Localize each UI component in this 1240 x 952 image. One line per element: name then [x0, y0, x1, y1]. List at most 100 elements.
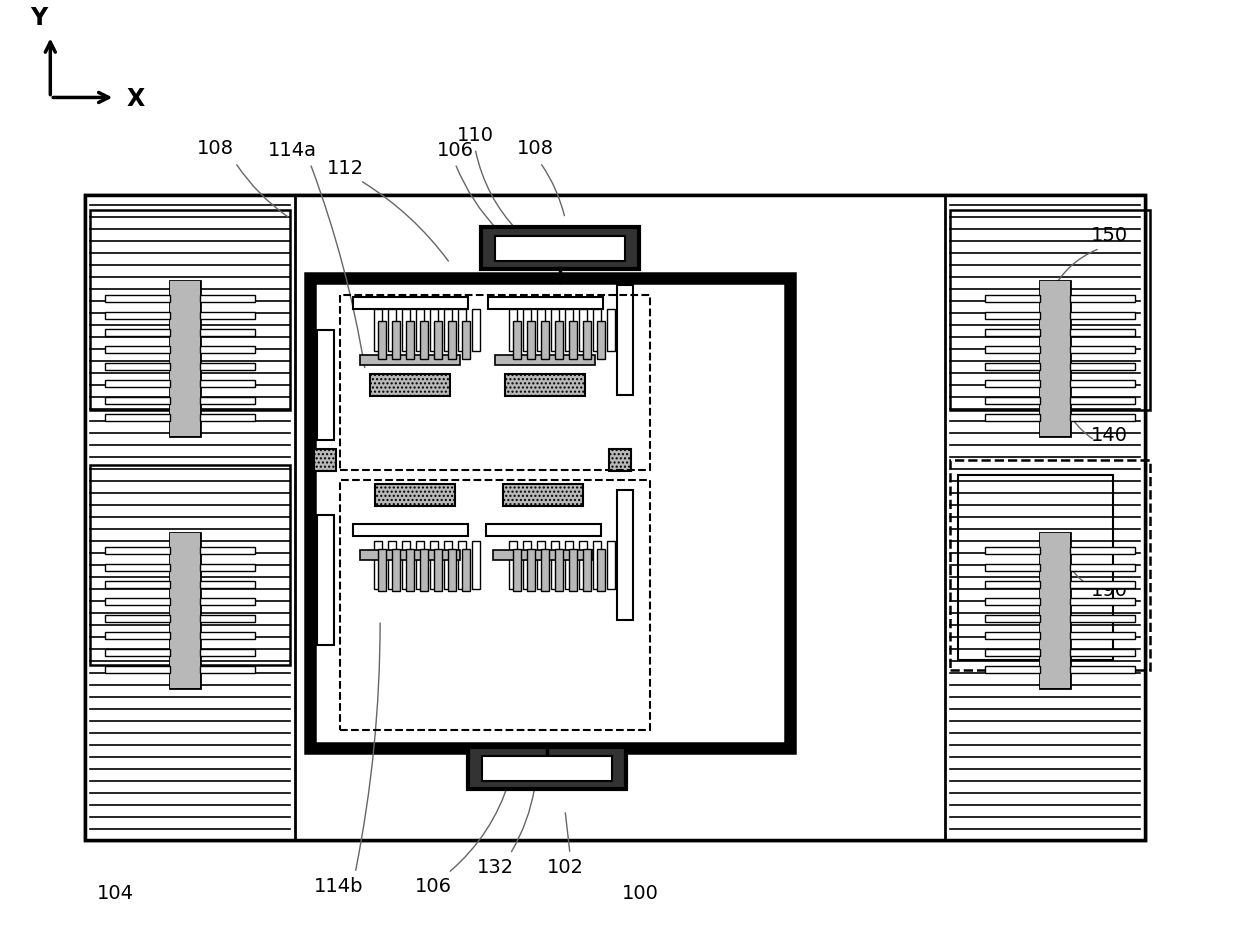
Bar — [527, 549, 534, 591]
Bar — [417, 542, 424, 589]
Bar — [957, 475, 1112, 660]
Bar — [1070, 397, 1135, 405]
Bar — [985, 565, 1040, 571]
Bar — [596, 322, 605, 359]
Bar — [616, 490, 634, 620]
Text: 132: 132 — [476, 858, 513, 877]
Bar — [482, 756, 613, 781]
Bar — [583, 549, 591, 591]
Text: 140: 140 — [1091, 426, 1128, 445]
Bar — [430, 309, 438, 351]
Bar — [388, 542, 396, 589]
Bar — [463, 322, 470, 359]
Bar — [105, 414, 170, 422]
Bar — [374, 542, 382, 589]
Text: 108: 108 — [197, 139, 233, 158]
Bar — [985, 615, 1040, 623]
Bar — [1070, 598, 1135, 605]
Bar — [1070, 615, 1135, 623]
Bar — [579, 309, 587, 351]
Bar — [565, 309, 573, 351]
Bar — [1070, 565, 1135, 571]
Bar — [370, 374, 450, 396]
Bar — [200, 364, 255, 370]
Bar — [1070, 380, 1135, 387]
Bar — [200, 615, 255, 623]
Bar — [392, 549, 401, 591]
Bar — [1070, 329, 1135, 336]
Bar — [376, 485, 455, 506]
Bar — [569, 322, 577, 359]
Bar — [513, 322, 521, 359]
Text: 106: 106 — [436, 141, 474, 160]
Bar — [616, 286, 634, 395]
Bar — [985, 547, 1040, 554]
Bar — [472, 309, 480, 351]
Bar — [463, 549, 470, 591]
Bar — [105, 364, 170, 370]
Bar — [1040, 533, 1070, 687]
Bar — [537, 309, 546, 351]
Bar — [472, 542, 480, 589]
Bar — [407, 549, 414, 591]
Bar — [556, 322, 563, 359]
Bar — [105, 615, 170, 623]
Bar — [105, 329, 170, 336]
Bar — [374, 309, 382, 351]
Bar — [105, 632, 170, 639]
Bar — [494, 550, 593, 560]
Bar — [200, 565, 255, 571]
Bar — [105, 649, 170, 656]
Bar — [1070, 312, 1135, 319]
Bar — [513, 549, 521, 591]
Text: 112: 112 — [326, 159, 363, 178]
Bar — [551, 309, 559, 351]
Bar — [583, 322, 591, 359]
Bar — [444, 542, 453, 589]
Bar — [402, 542, 410, 589]
Text: 106: 106 — [414, 877, 451, 896]
Text: 114b: 114b — [314, 877, 363, 896]
Bar — [200, 547, 255, 554]
Text: 108: 108 — [517, 139, 553, 158]
Bar — [200, 329, 255, 336]
Bar — [448, 322, 456, 359]
Bar — [392, 322, 401, 359]
Bar — [91, 210, 290, 410]
Bar — [945, 195, 1145, 840]
Bar — [200, 632, 255, 639]
Bar — [1070, 582, 1135, 588]
Bar — [985, 598, 1040, 605]
Bar — [340, 480, 650, 730]
Bar — [1070, 347, 1135, 353]
Bar — [170, 281, 200, 436]
Bar — [985, 364, 1040, 370]
Bar — [1070, 632, 1135, 639]
Bar — [105, 598, 170, 605]
Bar — [495, 355, 595, 366]
Bar — [565, 542, 573, 589]
Bar — [200, 380, 255, 387]
Bar — [505, 374, 585, 396]
Bar — [86, 195, 1145, 840]
Bar — [402, 309, 410, 351]
Bar — [360, 550, 460, 560]
Bar — [510, 542, 517, 589]
Bar — [503, 485, 583, 506]
Bar — [378, 322, 386, 359]
Bar — [569, 549, 577, 591]
Bar — [200, 666, 255, 673]
Bar — [985, 295, 1040, 303]
Bar — [434, 322, 443, 359]
Bar — [200, 598, 255, 605]
Bar — [985, 312, 1040, 319]
Bar — [523, 542, 531, 589]
Bar — [420, 549, 428, 591]
Bar — [1070, 414, 1135, 422]
Bar — [985, 632, 1040, 639]
Bar — [434, 549, 443, 591]
Bar — [467, 747, 626, 789]
Bar — [495, 236, 625, 261]
Text: 102: 102 — [547, 858, 584, 877]
Bar — [510, 309, 517, 351]
